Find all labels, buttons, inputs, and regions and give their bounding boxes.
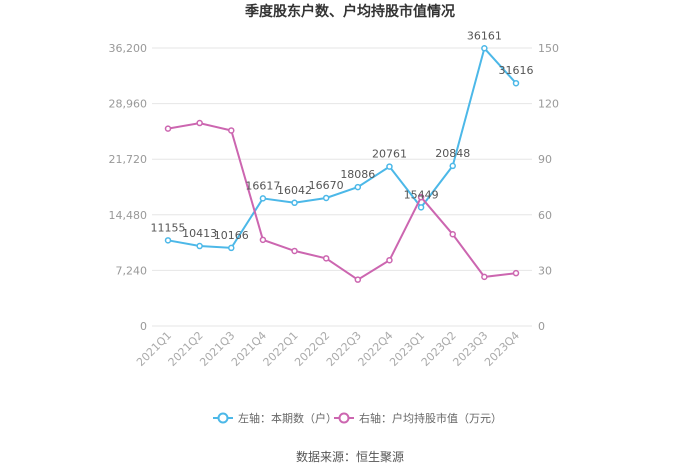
legend-left-marker [217,412,229,424]
data-label: 16617 [245,179,280,192]
right-tick-label: 60 [538,209,552,222]
data-label: 16042 [277,184,312,197]
data-point-0 [164,237,172,244]
legend-right-label: 右轴：户均持股市值（万元） [359,411,502,425]
chart-title: 季度股东户数、户均持股市值情况 [244,3,455,20]
right-tick-label: 120 [538,98,559,111]
left-tick-label: 0 [140,320,147,333]
data-point-0 [481,45,488,52]
data-point-1 [259,236,267,244]
series-line-1 [167,122,517,281]
left-tick-label: 36,200 [109,42,148,55]
data-point-0 [512,79,520,87]
data-point-0 [322,194,330,202]
legend-item-left-series[interactable]: 左轴：本期数（户） [213,411,337,425]
data-point-0 [291,199,298,207]
data-point-0 [228,244,235,252]
data-label: 10413 [182,227,217,240]
data-point-0 [386,163,393,170]
x-tick-label: 2023Q4 [482,329,522,369]
left-tick-label: 21,720 [109,153,148,166]
data-source: 数据来源：恒生聚源 [296,449,404,464]
right-tick-label: 90 [538,153,552,166]
right-tick-label: 0 [538,320,545,333]
data-point-1 [291,247,298,255]
legend-right-marker [338,412,350,424]
data-point-1 [228,127,235,134]
data-label: 15449 [404,188,439,201]
data-point-0 [449,162,456,170]
data-point-1 [449,231,456,238]
data-point-0 [196,242,203,250]
series-line-0 [167,46,517,249]
right-tick-label: 30 [538,264,552,277]
data-point-1 [196,119,203,127]
data-label: 20761 [372,148,407,161]
data-point-0 [417,204,425,211]
left-axis-ticks: 0 7,240 14,480 21,720 28,960 36,200 [109,42,148,333]
legend-item-right-series[interactable]: 右轴：户均持股市值（万元） [334,411,502,425]
data-label: 36161 [467,29,502,42]
left-tick-label: 7,240 [116,264,148,277]
legend: 左轴：本期数（户） 右轴：户均持股市值（万元） [213,411,502,425]
data-point-1 [386,256,393,264]
right-tick-label: 150 [538,42,559,55]
data-label: 18086 [340,168,375,181]
data-point-1 [512,269,520,277]
data-label: 10166 [214,229,249,242]
data-label: 11155 [151,221,186,234]
data-label: 16670 [309,179,344,192]
right-axis-ticks: 0 30 60 90 120 150 [538,42,559,333]
series-points [164,45,520,283]
data-point-1 [164,125,172,132]
data-point-0 [354,183,362,191]
left-tick-label: 14,480 [109,209,148,222]
left-tick-label: 28,960 [109,98,148,111]
data-point-1 [322,255,330,262]
data-point-1 [354,276,362,283]
data-point-1 [417,193,425,201]
data-label: 31616 [499,64,534,77]
data-point-1 [481,273,488,281]
grid-lines [152,47,532,327]
legend-left-label: 左轴：本期数（户） [238,411,337,425]
series-lines [167,46,517,281]
data-point-0 [259,195,267,202]
data-label: 20848 [435,147,470,160]
x-axis-ticks: 2021Q12021Q22021Q32021Q42022Q12022Q22022… [134,329,522,369]
